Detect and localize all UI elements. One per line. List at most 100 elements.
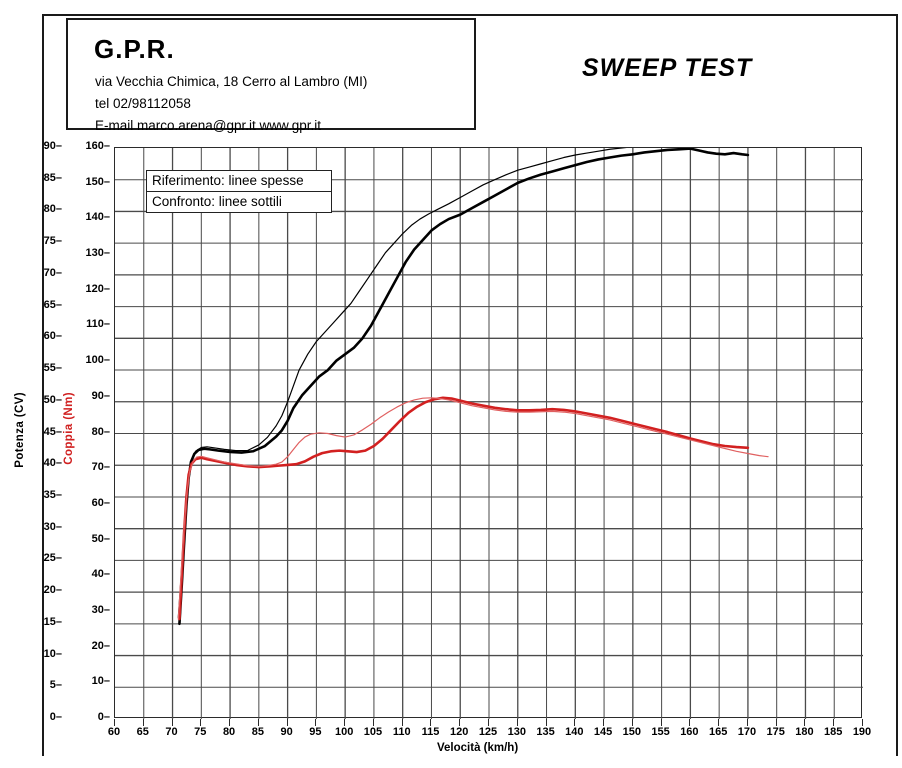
y-tick-torque-0: 0– bbox=[97, 711, 110, 723]
x-tick-120: 120 bbox=[450, 726, 469, 738]
x-tick-mark bbox=[257, 719, 259, 726]
y-tick-power-35: 35– bbox=[43, 488, 62, 501]
y-tick-torque-150: 150– bbox=[85, 175, 110, 188]
y-tick-power-0: 0– bbox=[49, 711, 62, 723]
y-tick-power-10: 10– bbox=[43, 647, 62, 660]
x-tick-mark bbox=[344, 719, 346, 726]
company-email: E-mail marco.arena@gpr.it www.gpr.it bbox=[95, 118, 322, 133]
x-tick-115: 115 bbox=[421, 726, 440, 738]
x-tick-130: 130 bbox=[507, 726, 526, 738]
y-tick-torque-80: 80– bbox=[91, 425, 110, 438]
y-tick-power-50: 50– bbox=[43, 393, 62, 406]
y-axis-label-power: Potenza (CV) bbox=[14, 392, 26, 468]
x-tick-180: 180 bbox=[795, 726, 814, 738]
x-tick-mark bbox=[833, 719, 835, 726]
y-tick-power-25: 25– bbox=[43, 552, 62, 565]
x-tick-190: 190 bbox=[852, 726, 872, 738]
x-tick-mark bbox=[286, 719, 288, 726]
x-tick-mark bbox=[142, 719, 144, 726]
x-tick-mark bbox=[229, 719, 231, 726]
chart-legend: Riferimento: linee spesse Confronto: lin… bbox=[146, 170, 332, 213]
x-tick-mark bbox=[775, 719, 777, 726]
outer-frame bbox=[42, 14, 898, 756]
x-tick-mark bbox=[430, 719, 432, 726]
y-tick-torque-130: 130– bbox=[85, 247, 110, 260]
x-tick-85: 85 bbox=[251, 726, 264, 738]
x-tick-170: 170 bbox=[737, 726, 757, 738]
y-tick-power-90: 90– bbox=[43, 140, 62, 152]
x-tick-mark bbox=[114, 719, 115, 726]
x-tick-160: 160 bbox=[680, 726, 699, 738]
y-tick-torque-140: 140– bbox=[85, 211, 110, 224]
y-tick-power-5: 5– bbox=[49, 679, 62, 692]
x-tick-150: 150 bbox=[622, 726, 642, 738]
legend-item-reference: Riferimento: linee spesse bbox=[147, 171, 331, 192]
y-tick-power-65: 65– bbox=[43, 298, 62, 311]
x-tick-80: 80 bbox=[222, 726, 236, 738]
x-tick-60: 60 bbox=[107, 726, 121, 738]
x-tick-mark bbox=[459, 719, 461, 726]
y-tick-power-30: 30– bbox=[43, 520, 62, 533]
x-tick-105: 105 bbox=[363, 726, 383, 738]
x-tick-mark bbox=[631, 719, 633, 726]
y-tick-torque-90: 90– bbox=[91, 389, 110, 402]
x-tick-125: 125 bbox=[478, 726, 498, 738]
x-tick-100: 100 bbox=[334, 726, 354, 738]
x-tick-175: 175 bbox=[766, 726, 785, 738]
x-tick-mark bbox=[372, 719, 374, 726]
x-tick-mark bbox=[718, 719, 720, 726]
y-tick-torque-100: 100– bbox=[85, 354, 110, 367]
x-tick-165: 165 bbox=[708, 726, 728, 738]
x-tick-mark bbox=[862, 719, 863, 726]
curve-potenza-riferimento bbox=[178, 148, 750, 626]
x-tick-mark bbox=[804, 719, 806, 726]
x-tick-mark bbox=[401, 719, 403, 726]
x-tick-65: 65 bbox=[136, 726, 149, 738]
x-tick-mark bbox=[689, 719, 691, 726]
y-tick-power-55: 55– bbox=[43, 362, 62, 375]
x-tick-75: 75 bbox=[194, 726, 207, 738]
x-tick-110: 110 bbox=[392, 726, 411, 738]
x-tick-mark bbox=[545, 719, 547, 726]
y-axis-label-torque: Coppia (Nm) bbox=[63, 392, 75, 465]
x-tick-mark bbox=[200, 719, 202, 726]
x-tick-mark bbox=[746, 719, 748, 726]
company-header-box: G.P.R. via Vecchia Chimica, 18 Cerro al … bbox=[66, 18, 476, 133]
x-tick-mark bbox=[315, 719, 317, 726]
y-tick-torque-70: 70– bbox=[91, 461, 110, 474]
y-tick-power-15: 15– bbox=[43, 615, 62, 628]
curve-potenza-confronto bbox=[177, 148, 627, 619]
x-tick-mark bbox=[660, 719, 662, 726]
y-tick-torque-40: 40– bbox=[91, 568, 110, 581]
x-tick-155: 155 bbox=[651, 726, 670, 738]
y-tick-torque-30: 30– bbox=[91, 603, 110, 616]
curve-coppia-confronto bbox=[177, 397, 769, 620]
y-tick-torque-20: 20– bbox=[91, 639, 110, 652]
y-tick-torque-60: 60– bbox=[91, 496, 110, 509]
x-tick-90: 90 bbox=[280, 726, 293, 738]
x-tick-135: 135 bbox=[536, 726, 555, 738]
x-tick-mark bbox=[603, 719, 605, 726]
x-tick-70: 70 bbox=[165, 726, 178, 738]
company-phone: tel 02/98112058 bbox=[95, 96, 191, 111]
x-axis-label: Velocità (km/h) bbox=[437, 742, 519, 754]
y-tick-torque-160: 160– bbox=[85, 140, 110, 152]
y-tick-power-75: 75– bbox=[43, 235, 62, 248]
y-tick-power-70: 70– bbox=[43, 266, 62, 279]
x-tick-mark bbox=[171, 719, 173, 726]
dyno-chart-plot-area bbox=[114, 147, 863, 719]
y-tick-torque-110: 110– bbox=[86, 318, 110, 331]
x-tick-95: 95 bbox=[309, 726, 322, 738]
x-tick-mark bbox=[574, 719, 576, 726]
x-tick-145: 145 bbox=[593, 726, 613, 738]
y-tick-power-60: 60– bbox=[43, 330, 62, 343]
y-tick-power-85: 85– bbox=[43, 171, 62, 184]
page-title: SWEEP TEST bbox=[582, 54, 753, 82]
y-tick-power-45: 45– bbox=[43, 425, 62, 438]
x-tick-140: 140 bbox=[565, 726, 584, 738]
curve-coppia-riferimento bbox=[178, 396, 750, 621]
x-tick-185: 185 bbox=[824, 726, 843, 738]
legend-item-comparison: Confronto: linee sottili bbox=[152, 194, 282, 209]
x-tick-mark bbox=[516, 719, 518, 726]
y-tick-power-20: 20– bbox=[43, 584, 62, 597]
